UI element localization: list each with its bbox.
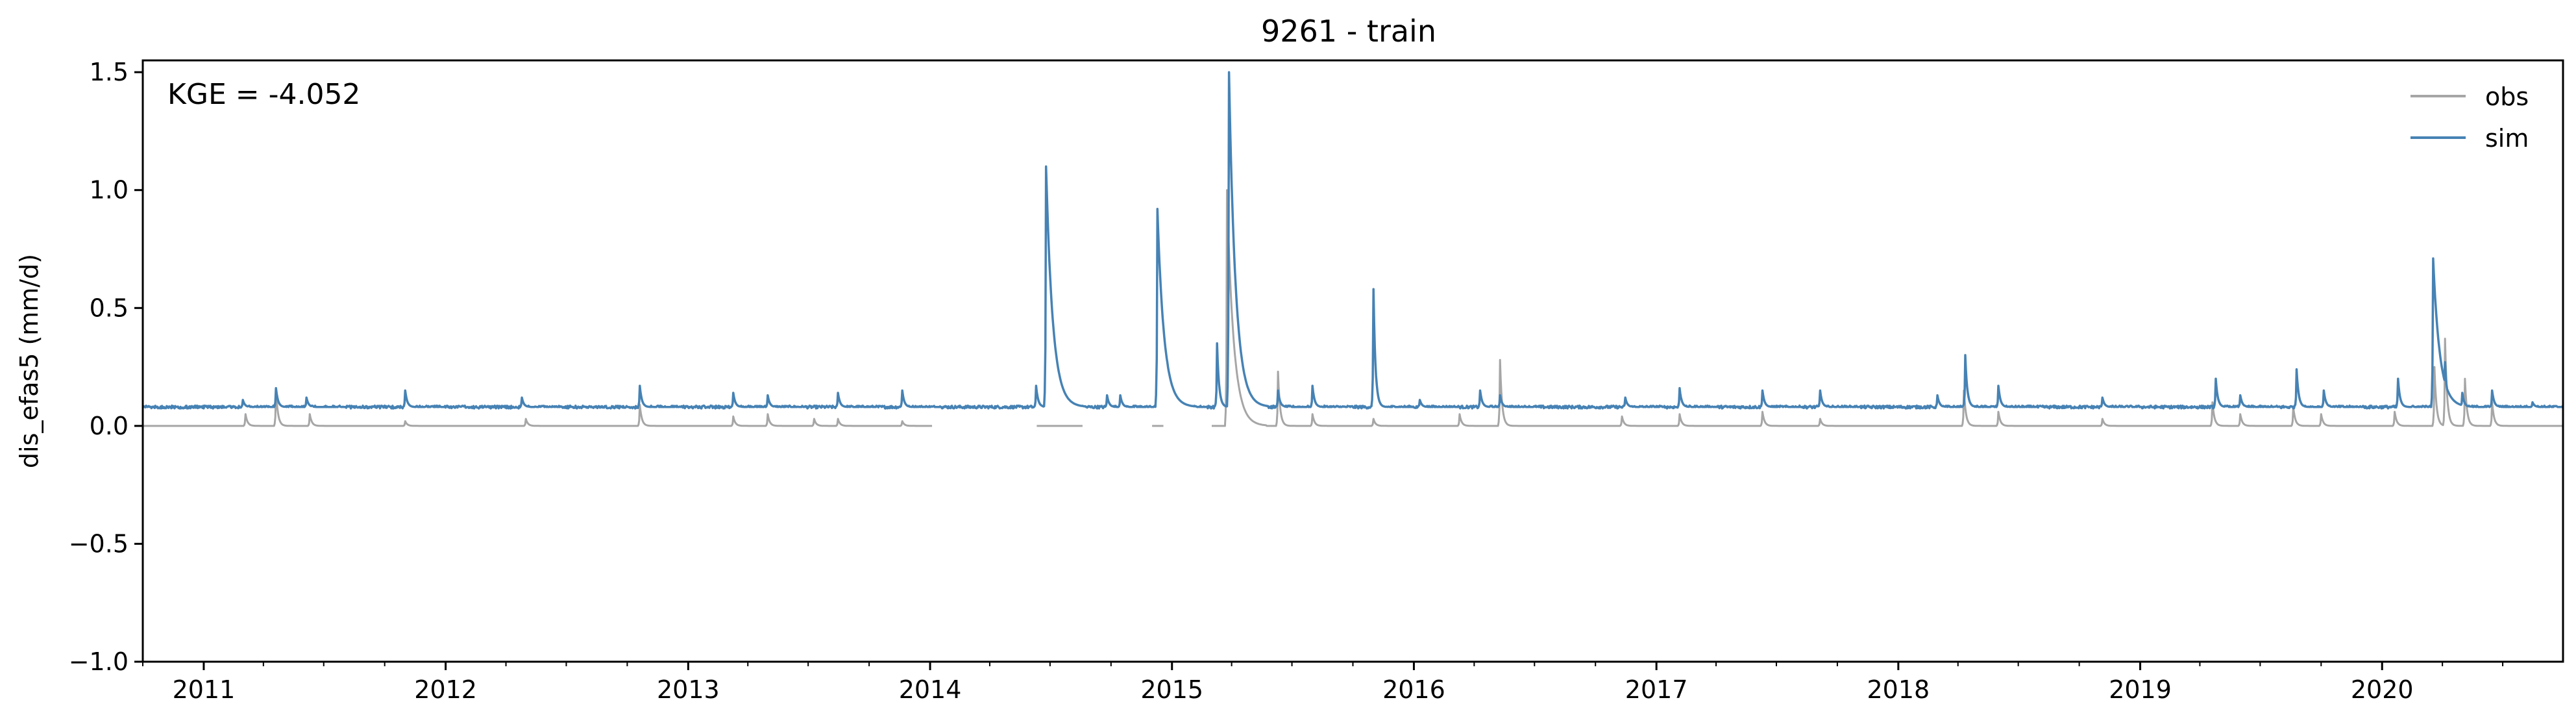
x-tick-label: 2013: [657, 675, 720, 704]
plot-lines: [142, 71, 2564, 427]
legend: obs sim: [2410, 82, 2529, 153]
x-tick-label: 2020: [2351, 675, 2414, 704]
x-tick-label: 2018: [1867, 675, 1930, 704]
y-tick-label: 0.0: [90, 412, 129, 440]
series-line-obs: [142, 189, 2564, 427]
kge-annotation: KGE = -4.052: [167, 78, 360, 111]
x-tick-label: 2015: [1140, 675, 1203, 704]
x-tick-label: 2017: [1625, 675, 1688, 704]
x-tick-label: 2019: [2109, 675, 2172, 704]
y-tick-label: 1.5: [90, 58, 129, 86]
x-axis: 2011 2012 2013 2014 2015 2016 2017 2018 2019 2020: [142, 662, 2504, 704]
chart-title: 9261 - train: [1261, 14, 1436, 49]
y-axis: 1.5 1.0 0.5 0.0 −0.5 −1.0: [69, 58, 143, 676]
legend-label-obs: obs: [2485, 82, 2529, 111]
y-tick-label: 1.0: [90, 176, 129, 205]
y-tick-label: 0.5: [90, 294, 129, 322]
x-tick-label: 2016: [1382, 675, 1445, 704]
x-tick-label: 2012: [414, 675, 477, 704]
plot-frame: [141, 59, 2564, 663]
x-tick-label: 2011: [173, 675, 236, 704]
x-tick-label: 2014: [899, 675, 962, 704]
legend-label-sim: sim: [2485, 124, 2529, 153]
y-tick-label: −0.5: [69, 529, 129, 558]
series-line-sim: [142, 71, 2564, 410]
y-axis-label: dis_efas5 (mm/d): [15, 254, 43, 468]
y-tick-label: −1.0: [69, 647, 129, 676]
